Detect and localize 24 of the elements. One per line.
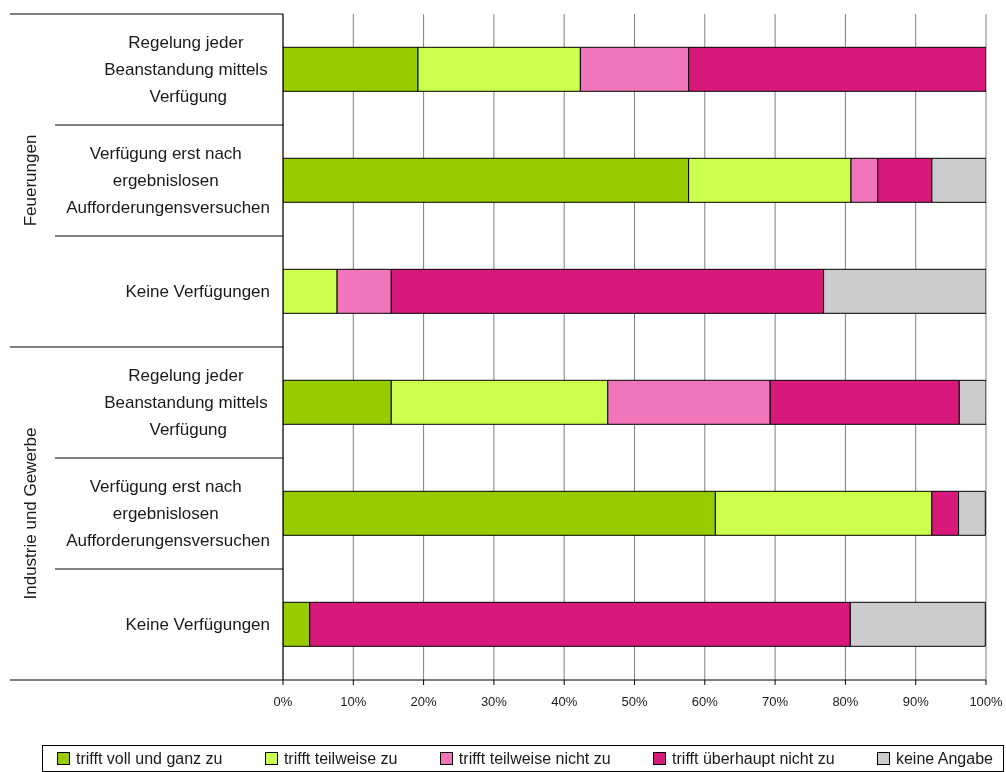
legend-label: trifft teilweise zu — [283, 749, 398, 768]
x-tick-label: 50% — [621, 694, 648, 710]
y-tick-label: Keine Verfügungen — [125, 615, 270, 635]
legend-label: trifft teilweise nicht zu — [458, 749, 611, 768]
y-tick-label: Keine Verfügungen — [125, 282, 270, 302]
x-tick-label: 20% — [410, 694, 438, 710]
x-tick-label: 80% — [832, 694, 859, 710]
x-tick-label: 60% — [691, 694, 719, 710]
legend-label: keine Angabe — [895, 749, 993, 768]
legend-label: trifft überhaupt nicht zu — [672, 749, 835, 768]
x-tick-label: 0% — [273, 694, 293, 710]
text: Industrie und Gewerbe — [20, 427, 40, 600]
x-tick-label: 100% — [969, 694, 1004, 710]
text: Feuerungen — [20, 134, 40, 227]
x-tick-label: 30% — [480, 694, 508, 710]
x-tick-label: 40% — [551, 694, 578, 710]
x-tick-label: 10% — [340, 694, 367, 710]
y-tick-label: Regelung jeder Beanstandung mittels Verfügung — [104, 33, 273, 107]
y-tick-label: Regelung jeder Beanstandung mittels Verfügung — [104, 366, 273, 440]
x-tick-label: 70% — [762, 694, 789, 710]
legend-label: trifft voll und ganz zu — [76, 749, 223, 768]
y-tick-label: Verfügung erst nach ergebnislosen Aufforderungensversuchen — [66, 477, 270, 551]
x-tick-label: 90% — [902, 694, 930, 710]
y-tick-label: Verfügung erst nach ergebnislosen Aufforderungensversuchen — [66, 144, 270, 218]
